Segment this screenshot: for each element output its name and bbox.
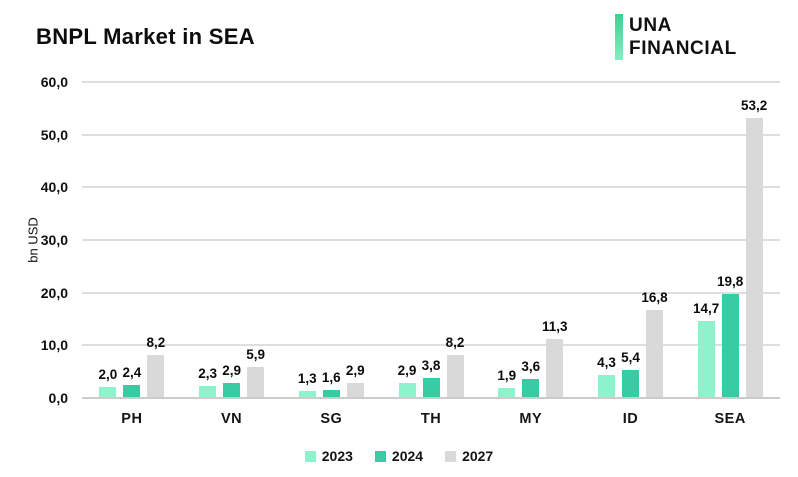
bar-2024-my: 3,6 <box>521 359 540 398</box>
y-tick-label: 50,0 <box>40 126 68 143</box>
gridline <box>82 186 780 189</box>
gridline <box>82 344 780 347</box>
logo-green-bar-icon <box>615 14 623 60</box>
bar-2027-ph: 8,2 <box>146 335 165 398</box>
bar-value-label: 2,9 <box>345 362 365 378</box>
bar-value-label: 1,3 <box>297 371 317 387</box>
category-label-sea: SEA <box>714 411 746 427</box>
bar-2024-sg: 1,6 <box>322 370 341 398</box>
bar-2027-vn: 5,9 <box>246 347 265 398</box>
legend-item-2023: 2023 <box>304 448 353 464</box>
logo-line-financial: FINANCIAL <box>629 38 737 59</box>
logo-text: UNA FINANCIAL <box>629 14 737 60</box>
y-tick-label: 60,0 <box>40 74 68 90</box>
category-label-sg: SG <box>320 411 343 427</box>
bar-value-label: 19,8 <box>717 273 744 289</box>
legend-label-2027: 2027 <box>462 448 494 464</box>
category-label-th: TH <box>420 411 442 427</box>
category-label-ph: PH <box>121 411 143 427</box>
legend-swatch-2024 <box>374 450 386 462</box>
bar-2023-sea: 14,7 <box>693 301 719 398</box>
bar-value-label: 2,0 <box>98 367 118 383</box>
bar-2023-ph: 2,0 <box>98 367 117 398</box>
bar-2024-th: 3,8 <box>422 358 440 398</box>
gridline <box>82 239 780 241</box>
bar-value-label: 2,9 <box>222 362 241 378</box>
bar-group-id: 4,3 5,4 16,8 ID <box>581 82 681 427</box>
bar-value-label: 1,9 <box>497 368 517 383</box>
bar-2023-th: 2,9 <box>398 363 416 398</box>
bar-value-label: 14,7 <box>693 300 720 316</box>
bar-group-th: 2,9 3,8 8,2 TH <box>381 82 481 427</box>
bar-value-label: 8,2 <box>445 334 465 350</box>
bar-value-label: 2,3 <box>198 365 217 381</box>
bar-2027-my: 11,3 <box>542 319 568 398</box>
bar-group-vn: 2,3 2,9 5,9 VN <box>182 82 282 427</box>
legend-item-2027: 2027 <box>445 448 493 464</box>
bar-value-label: 11,3 <box>541 318 568 334</box>
bar-2027-id: 16,8 <box>641 290 668 398</box>
bar-group-sea: 14,7 19,8 53,2 SEA <box>680 82 780 427</box>
bar-group-my: 1,9 3,6 11,3 MY <box>481 82 581 428</box>
legend-item-2024: 2024 <box>374 448 424 464</box>
bar-value-label: 53,2 <box>741 97 768 113</box>
bar-2027-th: 8,2 <box>446 335 464 398</box>
bar-value-label: 4,3 <box>597 355 616 371</box>
legend-label-2023: 2023 <box>321 448 353 464</box>
bar-2024-id: 5,4 <box>621 350 640 398</box>
bar-value-label: 5,4 <box>621 349 640 365</box>
y-tick-label: 10,0 <box>40 337 68 354</box>
bar-value-label: 3,6 <box>521 359 541 375</box>
bar-value-label: 8,2 <box>146 334 166 350</box>
gridline <box>82 133 780 136</box>
category-label-vn: VN <box>221 411 243 427</box>
bar-value-label: 2,4 <box>122 365 142 381</box>
y-tick-label: 40,0 <box>40 179 68 196</box>
bar-2023-id: 4,3 <box>597 355 616 398</box>
bar-value-label: 3,8 <box>421 358 441 373</box>
category-label-my: MY <box>519 411 543 427</box>
legend-swatch-2023 <box>304 450 316 462</box>
bar-value-label: 1,6 <box>321 369 341 385</box>
bar-2023-vn: 2,3 <box>198 366 217 398</box>
gridline <box>82 81 780 83</box>
y-tick-label: 0,0 <box>48 390 68 406</box>
logo-line-una: UNA <box>629 15 672 36</box>
bar-2027-sea: 53,2 <box>741 98 767 398</box>
chart-title: BNPL Market in SEA <box>36 24 255 49</box>
gridline <box>82 291 780 294</box>
una-financial-logo: UNA FINANCIAL <box>615 14 737 60</box>
plot-area: 2,0 2,4 8,2 PH 2,3 2,9 5,9 VN 1,3 1,6 2,9 SG 2,9 3,8 8… <box>82 81 780 428</box>
category-label-id: ID <box>622 411 639 427</box>
legend: 2023 2024 2027 <box>0 448 798 464</box>
bar-groups: 2,0 2,4 8,2 PH 2,3 2,9 5,9 VN 1,3 1,6 2,9 SG 2,9 3,8 8… <box>82 82 780 428</box>
bar-2024-sea: 19,8 <box>717 274 743 398</box>
bar-value-label: 2,9 <box>397 362 417 378</box>
legend-label-2024: 2024 <box>391 448 424 464</box>
x-axis-baseline <box>82 397 780 399</box>
bar-2023-sg: 1,3 <box>298 371 317 398</box>
legend-swatch-2027 <box>445 450 457 462</box>
y-tick-label: 20,0 <box>40 284 68 301</box>
bar-group-sg: 1,3 1,6 2,9 SG <box>281 82 381 427</box>
bar-2023-my: 1,9 <box>497 368 516 398</box>
bar-group-ph: 2,0 2,4 8,2 PH <box>82 82 182 427</box>
bar-value-label: 16,8 <box>641 289 668 305</box>
bar-2027-sg: 2,9 <box>346 363 365 398</box>
y-tick-label: 30,0 <box>40 232 68 248</box>
bar-2024-ph: 2,4 <box>122 365 141 398</box>
bar-2024-vn: 2,9 <box>222 363 241 398</box>
bar-value-label: 5,9 <box>246 346 265 362</box>
